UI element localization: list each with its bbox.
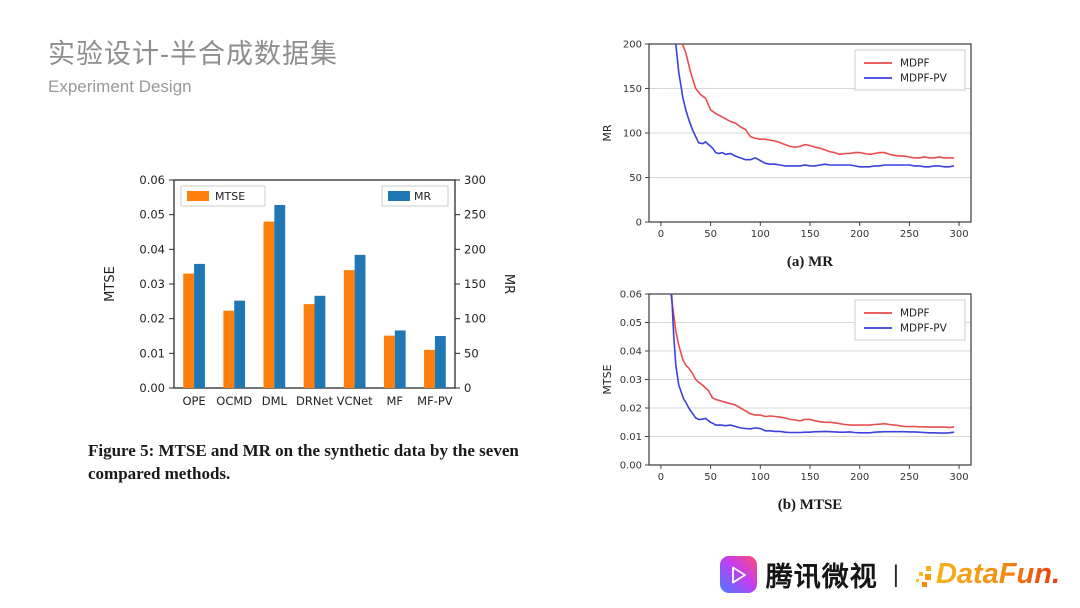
svg-text:0.05: 0.05 [620,318,642,329]
svg-text:VCNet: VCNet [337,394,374,408]
svg-text:150: 150 [623,84,642,95]
caption-b: (b) MTSE [777,497,843,513]
svg-text:OPE: OPE [182,394,205,408]
svg-text:150: 150 [800,229,819,240]
line-chart-mr: 0 50 100 150 200 0 50 100 150 200 250 300 MDPF MDPF-P… [601,40,972,240]
weishi-logo: 腾讯微视 [719,555,878,594]
svg-text:MR: MR [501,274,515,294]
svg-text:0: 0 [658,229,664,240]
svg-text:100: 100 [464,312,486,326]
svg-text:0.06: 0.06 [620,290,642,301]
svg-text:200: 200 [850,472,869,483]
svg-text:0.01: 0.01 [139,346,165,360]
datafun-dots-icon [915,566,931,587]
svg-text:0.05: 0.05 [139,208,165,222]
svg-text:200: 200 [464,242,486,256]
svg-text:250: 250 [900,229,919,240]
weishi-label: 腾讯微视 [765,562,878,592]
svg-text:MR: MR [414,190,431,203]
svg-text:MF-PV: MF-PV [417,394,453,408]
line-chart-mtse: 0.00 0.01 0.02 0.03 0.04 0.05 0.06 0 50 100 150 200… [601,290,972,483]
svg-text:300: 300 [950,229,969,240]
line-chart-block-mr: 0 50 100 150 200 0 50 100 150 200 250 300 MDPF MDPF-P… [597,36,987,271]
figure-caption: Figure 5: MTSE and MR on the synthetic d… [88,441,519,483]
svg-text:MTSE: MTSE [215,190,245,203]
svg-text:300: 300 [464,173,486,187]
svg-text:0: 0 [464,381,471,395]
line-chart-block-mtse: 0.00 0.01 0.02 0.03 0.04 0.05 0.06 0 50 100 150 200… [597,286,987,514]
svg-text:50: 50 [629,173,642,184]
svg-text:100: 100 [751,472,770,483]
svg-text:200: 200 [623,40,642,51]
datafun-logo: DataFun. [914,558,1060,591]
svg-text:DML: DML [262,394,288,408]
svg-text:MTSE: MTSE [601,364,614,394]
svg-text:0: 0 [636,218,642,229]
svg-text:MF: MF [387,394,404,408]
svg-text:OCMD: OCMD [216,394,252,408]
svg-text:50: 50 [704,229,717,240]
svg-text:50: 50 [704,472,717,483]
svg-text:150: 150 [800,472,819,483]
play-icon [732,566,747,583]
datafun-label: DataFun. [935,558,1060,590]
svg-text:100: 100 [751,229,770,240]
page-subtitle: Experiment Design [48,77,192,96]
svg-text:0.06: 0.06 [139,173,165,187]
bar-chart-figure: 0.00 0.01 0.02 0.03 0.04 0.05 0.06 0 50 100 150 200… [100,170,516,423]
svg-text:150: 150 [464,277,486,291]
svg-text:0.04: 0.04 [620,347,642,358]
svg-text:0.02: 0.02 [139,312,165,326]
svg-text:MDPF-PV: MDPF-PV [900,323,948,335]
svg-text:250: 250 [464,208,486,222]
svg-text:MDPF-PV: MDPF-PV [900,73,948,85]
svg-text:MTSE: MTSE [103,266,118,302]
svg-text:0.04: 0.04 [139,242,165,256]
svg-text:250: 250 [900,472,919,483]
footer-logos: 腾讯微视 | DataFun. [719,555,1060,594]
logo-divider: | [892,560,899,588]
bar-chart: 0.00 0.01 0.02 0.03 0.04 0.05 0.06 0 50 100 150 200… [103,173,516,408]
svg-text:0.03: 0.03 [620,375,642,386]
svg-text:0: 0 [658,472,664,483]
svg-text:0.00: 0.00 [139,381,165,395]
svg-text:0.03: 0.03 [139,277,165,291]
svg-text:MDPF: MDPF [900,58,930,70]
weishi-play-icon [719,556,757,593]
svg-text:100: 100 [623,129,642,140]
title-block: 实验设计-半合成数据集 Experiment Design [48,32,338,97]
svg-text:50: 50 [464,346,479,360]
svg-text:MR: MR [601,124,614,141]
svg-text:300: 300 [950,472,969,483]
svg-text:0.01: 0.01 [620,432,642,443]
svg-text:MDPF: MDPF [900,308,930,320]
caption-a: (a) MR [786,254,834,270]
svg-text:0.02: 0.02 [620,404,642,415]
svg-text:200: 200 [850,229,869,240]
page-title: 实验设计-半合成数据集 [48,39,338,69]
svg-text:0.00: 0.00 [620,461,642,472]
svg-text:DRNet: DRNet [296,394,334,408]
